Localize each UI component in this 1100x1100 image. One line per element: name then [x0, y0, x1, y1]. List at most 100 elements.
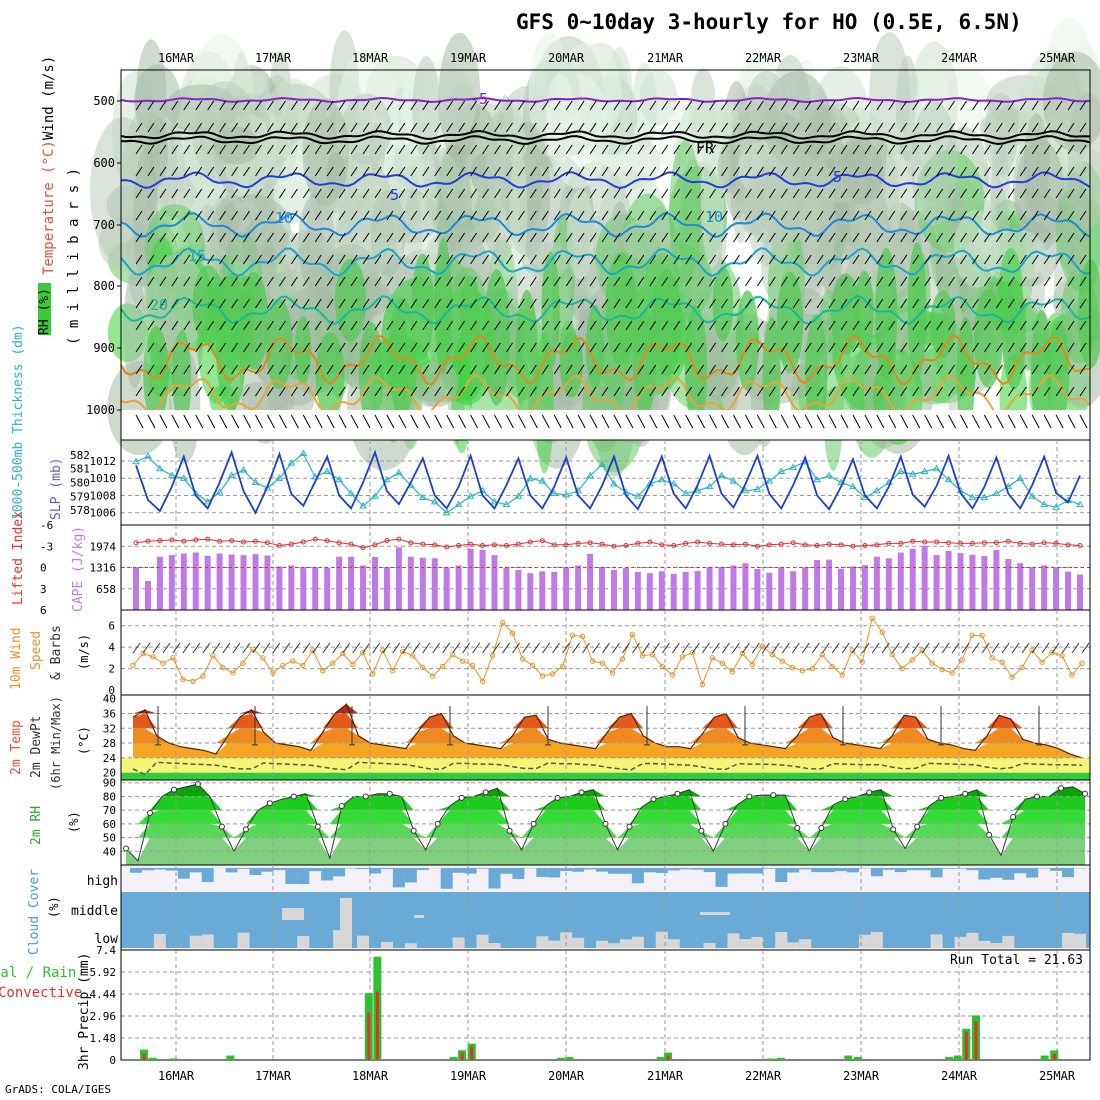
wind-speed-point: [669, 672, 676, 678]
cloud-level-high: high: [87, 874, 118, 889]
upper-wind-barb: [470, 188, 477, 199]
upper-wind-barb: [195, 320, 203, 331]
upper-wind-barb: [231, 188, 239, 199]
upper-wind-barb: [1079, 166, 1087, 177]
upper-wind-barb: [1067, 100, 1075, 111]
rh-moist-column: [215, 273, 247, 411]
lifted-index-point: [611, 543, 617, 549]
cloud-high-bar: [189, 868, 202, 873]
lifted-index-point: [898, 540, 904, 546]
upper-wind-barb: [888, 320, 896, 331]
upper-wind-barb: [565, 100, 573, 111]
cloud-low-clear-bar: [596, 940, 609, 948]
upper-wind-barb: [649, 122, 657, 133]
wind-speed-point: [639, 653, 646, 659]
rh-point: [123, 845, 129, 852]
upper-wind-barb: [302, 122, 310, 133]
upper-wind-barb: [948, 100, 955, 111]
upper-wind-barb: [553, 166, 561, 177]
upper-wind-barb: [613, 342, 621, 353]
upper-wind-barb: [900, 100, 908, 111]
rh-point: [818, 824, 825, 831]
upper-wind-barb: [159, 320, 167, 331]
upper-wind-barb: [482, 254, 489, 265]
upper-wind-barb: [924, 166, 932, 177]
upper-wind-barb: [876, 320, 884, 331]
surface-wind-barb: [649, 414, 658, 429]
cloud-low-clear-bar: [739, 939, 752, 948]
lifted-index-point: [503, 543, 509, 549]
upper-wind-barb: [840, 122, 848, 133]
lifted-index-point: [766, 542, 772, 548]
lifted-index-point: [480, 543, 486, 549]
cloud-axis-label: Cloud Cover: [27, 869, 42, 955]
upper-wind-barb: [374, 122, 382, 133]
upper-wind-barb: [816, 320, 824, 331]
upper-wind-barb: [972, 342, 979, 353]
cape-bar: [144, 580, 151, 610]
isotherm-label: 10: [705, 208, 723, 226]
wind-speed-point: [370, 671, 376, 677]
upper-wind-barb: [290, 210, 298, 221]
cloud-high-bar: [380, 868, 393, 870]
upper-wind-barb: [864, 276, 872, 287]
upper-wind-barb: [924, 122, 932, 133]
upper-wind-barb: [565, 144, 573, 155]
cloud-low-clear-bar: [380, 941, 393, 948]
cloud-middle-low-fill: [121, 892, 1090, 948]
upper-wind-barb: [1007, 386, 1015, 397]
date-label-top: 17MAR: [255, 51, 292, 65]
upper-wind-barb: [697, 210, 705, 221]
upper-wind-barb: [159, 276, 167, 287]
upper-wind-barb: [733, 144, 740, 155]
surface-wind-barb: [685, 414, 694, 429]
upper-wind-barb: [1007, 100, 1015, 111]
rh-shading-cell: [688, 98, 740, 141]
rh-point: [746, 793, 753, 800]
upper-wind-barb: [302, 320, 310, 331]
upper-wind-barb: [685, 144, 693, 155]
upper-wind-barb: [1067, 166, 1075, 177]
upper-wind-barb: [470, 254, 477, 265]
cape-bar: [1077, 574, 1083, 610]
cloud-high-bar: [273, 868, 286, 871]
upper-wind-barb: [601, 100, 609, 111]
upper-wind-barb: [637, 386, 645, 397]
wind-speed-point: [290, 658, 296, 664]
upper-wind-barb: [864, 298, 872, 309]
upper-wind-barb: [541, 298, 549, 309]
upper-wind-barb: [995, 276, 1003, 287]
cloud-low-clear-bar: [404, 943, 417, 948]
cloud-low-clear-bar: [1074, 933, 1086, 948]
upper-wind-barb: [255, 188, 262, 199]
upper-wind-barb: [792, 298, 800, 309]
wind-barb: [791, 642, 800, 654]
upper-wind-barb: [290, 254, 298, 265]
wind-speed-point: [929, 660, 935, 666]
thickness-point: [777, 467, 786, 474]
upper-wind-barb: [1043, 298, 1051, 309]
upper-wind-barb: [649, 342, 657, 353]
upper-wind-barb: [171, 254, 179, 265]
upper-wind-barb: [840, 276, 848, 287]
thickness-point: [980, 493, 989, 501]
upper-wind-barb: [278, 166, 286, 177]
upper-wind-barb: [362, 298, 370, 309]
wind-speed-point: [1019, 664, 1025, 671]
upper-wind-barb: [733, 276, 740, 287]
lifted-index-point: [276, 543, 282, 549]
upper-wind-barb: [470, 276, 477, 287]
cloud-low-clear-bar: [751, 936, 764, 948]
upper-wind-barb: [553, 298, 561, 309]
upper-wind-barb: [410, 298, 418, 309]
wind-speed-point: [999, 659, 1005, 665]
upper-wind-barb: [625, 100, 633, 111]
isotherm-label: 20: [150, 296, 168, 314]
upper-wind-barb: [541, 166, 549, 177]
date-label-top: 18MAR: [352, 51, 389, 65]
upper-wind-barb: [422, 298, 430, 309]
upper-wind-barb: [613, 232, 621, 243]
surface-wind-barb: [697, 414, 706, 429]
upper-wind-barb: [314, 254, 322, 265]
cape-bar: [575, 565, 582, 610]
